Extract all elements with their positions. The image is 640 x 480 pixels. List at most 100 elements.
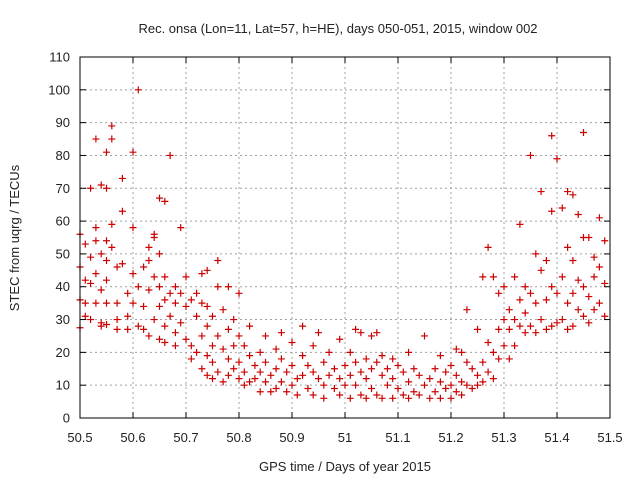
data-point — [92, 237, 100, 245]
data-point — [262, 378, 269, 386]
x-tick-label: 50.6 — [120, 430, 145, 445]
data-point — [558, 273, 566, 281]
data-point — [421, 381, 428, 389]
y-tick-label: 70 — [56, 181, 70, 196]
data-point — [198, 332, 206, 340]
data-point — [447, 394, 455, 402]
data-point — [288, 361, 296, 369]
data-point — [118, 207, 126, 215]
data-point — [182, 302, 190, 310]
data-point — [336, 335, 344, 343]
data-point — [341, 361, 349, 369]
data-point — [209, 312, 216, 320]
data-point — [156, 194, 163, 202]
data-point — [516, 220, 524, 228]
data-point — [277, 329, 285, 337]
data-point — [389, 375, 397, 383]
data-point — [590, 273, 598, 281]
data-point — [542, 256, 550, 264]
data-point — [166, 151, 174, 159]
data-point — [421, 332, 428, 340]
data-point — [399, 391, 407, 399]
data-point — [193, 312, 201, 320]
data-point — [474, 371, 481, 379]
x-tick-label: 51.4 — [544, 430, 569, 445]
data-point — [219, 306, 227, 314]
data-point — [145, 332, 153, 340]
data-point — [548, 132, 556, 140]
data-point — [585, 234, 593, 241]
data-point — [97, 250, 105, 258]
data-point — [436, 352, 444, 360]
data-point — [532, 250, 540, 258]
data-point — [580, 283, 587, 291]
data-point — [92, 135, 100, 143]
data-point — [442, 384, 450, 392]
data-point — [553, 155, 561, 163]
data-point — [405, 378, 413, 386]
data-point — [272, 365, 280, 373]
y-tick-label: 30 — [56, 312, 70, 327]
data-point — [219, 378, 227, 386]
data-point — [574, 276, 582, 284]
data-point — [277, 355, 285, 363]
data-point — [426, 394, 434, 402]
data-point — [542, 325, 550, 333]
data-point — [251, 361, 259, 369]
data-point — [187, 342, 195, 350]
data-point — [92, 299, 100, 307]
data-point — [240, 342, 248, 350]
data-point — [129, 148, 137, 156]
data-point — [81, 312, 89, 320]
data-point — [246, 352, 254, 360]
data-point — [542, 296, 550, 304]
data-point — [214, 368, 222, 376]
data-point — [564, 299, 572, 307]
x-tick-label: 50.5 — [67, 430, 92, 445]
data-point — [235, 358, 243, 366]
data-point — [601, 312, 609, 320]
data-point — [299, 352, 307, 360]
data-point — [87, 279, 95, 287]
data-point — [309, 342, 317, 350]
data-point — [235, 332, 243, 340]
data-point — [527, 322, 534, 330]
x-axis-label: GPS time / Days of year 2015 — [259, 459, 431, 474]
data-point — [378, 371, 386, 379]
data-point — [368, 384, 375, 392]
y-tick-label: 50 — [56, 246, 70, 261]
data-point — [103, 276, 110, 284]
data-point — [341, 381, 349, 389]
data-point — [352, 381, 360, 389]
data-point — [489, 375, 497, 383]
data-point — [145, 243, 153, 251]
data-point — [230, 316, 238, 324]
data-point — [362, 394, 370, 402]
data-point — [410, 388, 418, 396]
data-point — [124, 312, 132, 320]
data-point — [246, 322, 254, 330]
data-point — [601, 279, 609, 287]
data-point — [580, 128, 587, 136]
data-point — [156, 283, 163, 291]
data-point — [256, 348, 264, 356]
chart-title: Rec. onsa (Lon=11, Lat=57, h=HE), days 0… — [138, 21, 537, 36]
data-point — [150, 316, 158, 324]
data-point — [103, 320, 110, 328]
data-point — [489, 273, 497, 281]
data-point — [214, 256, 222, 264]
data-point — [166, 312, 174, 320]
data-point — [410, 365, 418, 373]
data-point — [182, 335, 190, 343]
data-point — [405, 394, 413, 402]
data-point — [129, 299, 137, 307]
data-point — [479, 358, 487, 366]
data-point — [277, 378, 285, 386]
data-point — [399, 368, 407, 376]
data-point — [325, 371, 333, 379]
data-point — [383, 381, 391, 389]
data-point — [484, 339, 492, 347]
data-point — [87, 253, 95, 261]
data-point — [309, 368, 317, 376]
data-point — [527, 151, 534, 159]
